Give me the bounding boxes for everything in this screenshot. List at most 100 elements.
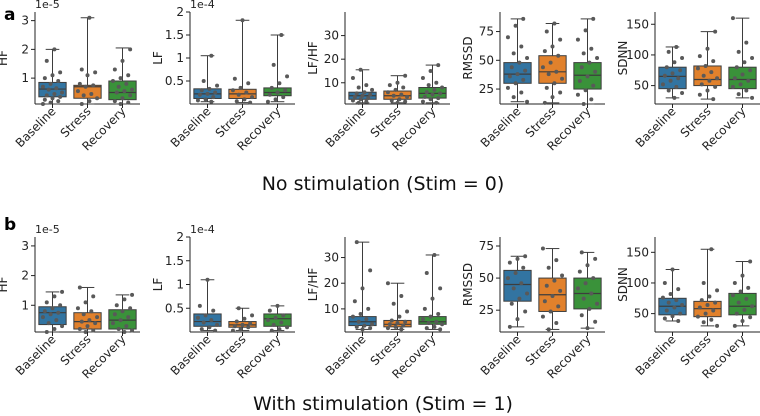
data-point [744,88,749,93]
data-point [575,37,580,42]
data-point [75,306,80,311]
data-point [87,15,92,20]
data-point [50,73,55,78]
data-point [60,324,65,329]
data-point [393,87,398,92]
data-point [750,56,755,60]
data-point [360,93,365,98]
box-baseline [38,47,67,106]
data-point [52,47,57,52]
box-stress [73,285,102,334]
y-tick-label: 75 [479,25,494,39]
data-point [746,285,751,290]
data-point [519,281,524,286]
data-point [436,312,441,317]
data-point [556,53,561,58]
data-point [250,95,255,100]
data-point [432,324,437,329]
data-point [701,320,706,325]
data-point [707,78,712,83]
box-stress [538,246,567,332]
data-point [50,306,55,311]
data-point [114,303,119,308]
y-tick-label: 50 [479,53,494,67]
data-point [583,88,588,93]
data-point [370,87,375,92]
y-tick-label: 25 [479,82,494,96]
data-point [389,318,394,323]
data-point [550,95,555,100]
y-tick-label: 2 [21,42,29,56]
data-point [60,289,65,294]
data-point [589,291,594,296]
data-point [240,18,245,23]
data-point [583,281,588,286]
data-point [48,312,53,317]
data-point [112,312,117,317]
box-stress [228,306,257,333]
data-point [697,305,702,310]
data-point [666,88,671,93]
y-axis-label: RMSSD [461,263,475,306]
box-stress [383,73,412,105]
data-point [585,263,590,268]
data-point [732,323,737,328]
box-recovery [108,47,137,106]
y-tick-label: 20 [324,276,339,290]
data-point [558,288,563,293]
data-point [558,90,563,95]
data-point [670,314,675,319]
data-point [126,73,131,78]
data-point [748,315,753,320]
data-point [672,60,677,65]
data-point [542,299,547,304]
data-point [87,99,92,104]
y-tick-label: 50 [634,307,649,321]
data-point [40,102,45,106]
data-point [356,100,361,105]
data-point [44,300,49,305]
data-point [589,97,594,102]
data-point [740,273,745,278]
data-point [234,99,239,104]
data-point [275,90,280,95]
data-point [54,318,59,323]
data-point [44,93,49,98]
box-stress [693,29,722,102]
data-point [711,308,716,313]
data-point [362,323,367,328]
data-point [401,323,406,328]
data-point [403,99,408,104]
y-axis-label: LF [151,51,165,65]
y-axis-label: RMSSD [461,36,475,79]
y-tick-label: 1.5 [165,28,184,42]
data-point [405,309,410,314]
data-point [560,273,565,278]
data-point [432,252,437,257]
data-point [269,85,274,90]
data-point [46,321,51,326]
data-point [232,76,237,81]
data-point [697,54,702,59]
data-point [426,83,431,88]
data-point [426,321,431,326]
data-point [277,327,282,332]
data-point [385,90,390,95]
data-point [234,319,239,324]
data-point [440,85,445,90]
data-point [44,330,49,334]
data-point [678,311,683,316]
data-point [283,88,288,93]
box-baseline [348,67,377,105]
data-point [577,269,582,274]
box-recovery [728,259,757,328]
data-point [713,300,718,305]
data-point [546,72,551,77]
data-point [79,102,84,106]
data-point [95,96,100,101]
data-point [85,73,90,78]
y-tick-label: 1 [176,278,184,292]
data-point [579,250,584,255]
